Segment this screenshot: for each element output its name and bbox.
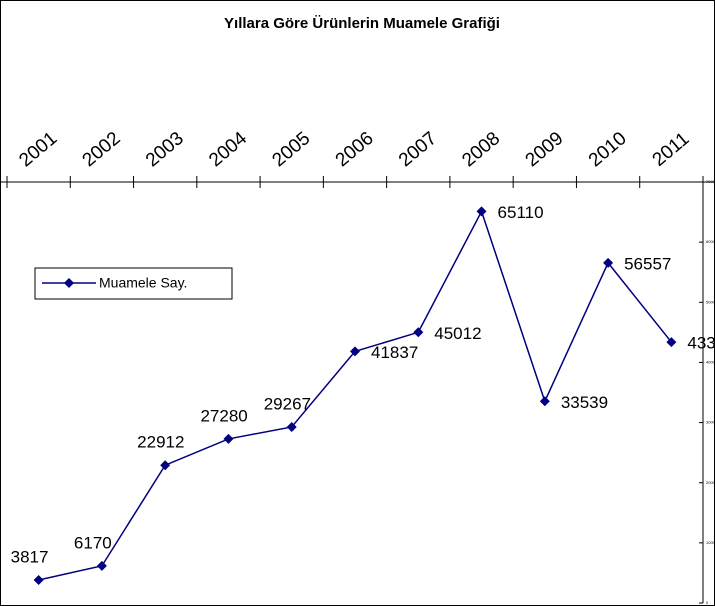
data-label: 43381 [687,334,715,353]
marker [539,396,550,407]
y-tick-label: 30000 [706,420,715,425]
y-tick-label: 10000 [706,540,715,545]
marker [286,421,297,432]
y-tick-label: 70000 [706,179,715,184]
marker [603,257,614,268]
data-label: 65110 [498,203,544,222]
legend-marker [64,278,74,288]
y-tick-label: 20000 [706,480,715,485]
data-label: 56557 [624,254,671,273]
marker [96,560,107,571]
y-tick-label: 50000 [706,299,715,304]
legend: Muamele Say. [34,267,233,300]
marker [413,327,424,338]
data-label: 22912 [137,433,184,452]
data-label: 41837 [371,343,418,362]
marker [160,460,171,471]
y-tick-label: 60000 [706,239,715,244]
data-label: 3817 [11,548,49,567]
data-label: 45012 [434,324,481,343]
marker [350,346,360,357]
data-label: 27280 [200,406,247,425]
y-tick-label: 0 [706,600,709,605]
chart-title: Yıllara Göre Ürünlerin Muamele Grafiği [224,15,500,32]
data-label: 29267 [264,394,311,413]
y-tick-label: 40000 [706,359,715,364]
marker [476,206,487,217]
data-label: 33539 [561,393,608,412]
data-label: 6170 [74,533,112,552]
legend-label: Muamele Say. [99,275,187,291]
marker [223,433,234,444]
marker [666,337,677,348]
marker [33,575,44,586]
